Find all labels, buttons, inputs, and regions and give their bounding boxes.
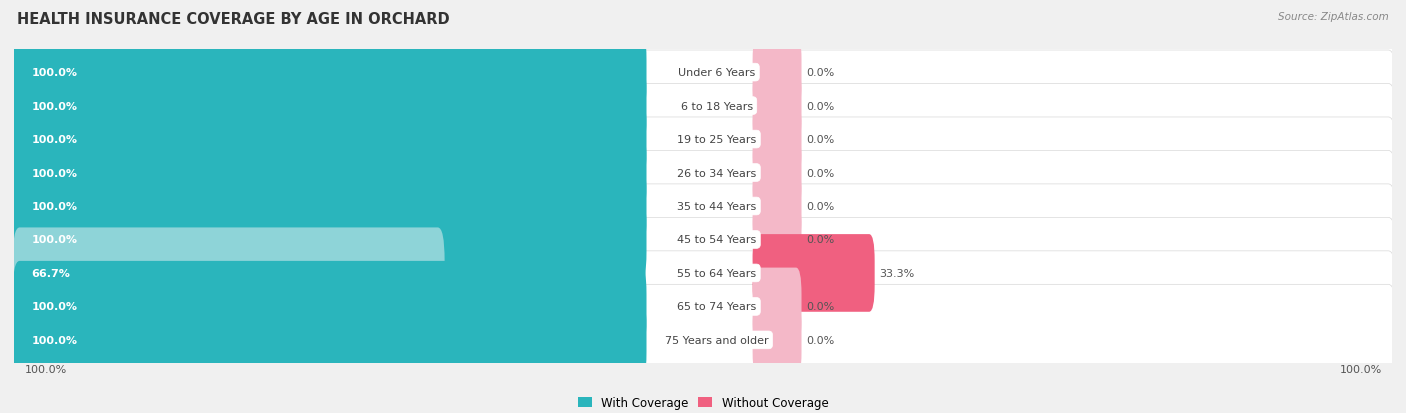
FancyBboxPatch shape <box>10 151 1396 262</box>
FancyBboxPatch shape <box>13 261 647 352</box>
FancyBboxPatch shape <box>752 134 801 212</box>
Text: 0.0%: 0.0% <box>807 335 835 345</box>
FancyBboxPatch shape <box>752 301 801 379</box>
FancyBboxPatch shape <box>10 285 1396 396</box>
FancyBboxPatch shape <box>13 195 647 285</box>
Text: 19 to 25 Years: 19 to 25 Years <box>678 135 756 145</box>
FancyBboxPatch shape <box>13 61 647 152</box>
Text: HEALTH INSURANCE COVERAGE BY AGE IN ORCHARD: HEALTH INSURANCE COVERAGE BY AGE IN ORCH… <box>17 12 450 27</box>
Text: 75 Years and older: 75 Years and older <box>665 335 769 345</box>
FancyBboxPatch shape <box>13 228 444 319</box>
Text: 66.7%: 66.7% <box>31 268 70 278</box>
Text: 100.0%: 100.0% <box>1340 364 1382 374</box>
Text: 0.0%: 0.0% <box>807 101 835 112</box>
Text: 100.0%: 100.0% <box>24 364 66 374</box>
Text: 100.0%: 100.0% <box>31 202 77 211</box>
FancyBboxPatch shape <box>10 118 1396 228</box>
Text: Source: ZipAtlas.com: Source: ZipAtlas.com <box>1278 12 1389 22</box>
FancyBboxPatch shape <box>752 101 801 178</box>
Text: Under 6 Years: Under 6 Years <box>678 68 755 78</box>
Text: 26 to 34 Years: 26 to 34 Years <box>678 168 756 178</box>
FancyBboxPatch shape <box>10 185 1396 295</box>
Text: 100.0%: 100.0% <box>31 135 77 145</box>
Text: 100.0%: 100.0% <box>31 235 77 245</box>
FancyBboxPatch shape <box>13 28 647 119</box>
Text: 0.0%: 0.0% <box>807 301 835 312</box>
FancyBboxPatch shape <box>10 84 1396 195</box>
FancyBboxPatch shape <box>752 168 801 245</box>
Text: 33.3%: 33.3% <box>880 268 915 278</box>
FancyBboxPatch shape <box>13 294 647 385</box>
Text: 0.0%: 0.0% <box>807 168 835 178</box>
FancyBboxPatch shape <box>13 128 647 218</box>
Text: 100.0%: 100.0% <box>31 168 77 178</box>
Text: 35 to 44 Years: 35 to 44 Years <box>678 202 756 211</box>
FancyBboxPatch shape <box>752 34 801 112</box>
FancyBboxPatch shape <box>752 201 801 279</box>
FancyBboxPatch shape <box>10 51 1396 162</box>
FancyBboxPatch shape <box>10 251 1396 362</box>
Text: 100.0%: 100.0% <box>31 301 77 312</box>
Text: 0.0%: 0.0% <box>807 135 835 145</box>
Text: 100.0%: 100.0% <box>31 68 77 78</box>
FancyBboxPatch shape <box>10 17 1396 128</box>
FancyBboxPatch shape <box>752 235 875 312</box>
FancyBboxPatch shape <box>752 68 801 145</box>
Text: 45 to 54 Years: 45 to 54 Years <box>678 235 756 245</box>
Text: 6 to 18 Years: 6 to 18 Years <box>681 101 752 112</box>
FancyBboxPatch shape <box>752 268 801 345</box>
FancyBboxPatch shape <box>13 161 647 252</box>
Text: 65 to 74 Years: 65 to 74 Years <box>678 301 756 312</box>
FancyBboxPatch shape <box>10 218 1396 329</box>
Text: 55 to 64 Years: 55 to 64 Years <box>678 268 756 278</box>
Text: 0.0%: 0.0% <box>807 202 835 211</box>
Legend: With Coverage, Without Coverage: With Coverage, Without Coverage <box>572 392 834 413</box>
Text: 0.0%: 0.0% <box>807 68 835 78</box>
Text: 100.0%: 100.0% <box>31 101 77 112</box>
Text: 0.0%: 0.0% <box>807 235 835 245</box>
FancyBboxPatch shape <box>13 94 647 185</box>
Text: 100.0%: 100.0% <box>31 335 77 345</box>
